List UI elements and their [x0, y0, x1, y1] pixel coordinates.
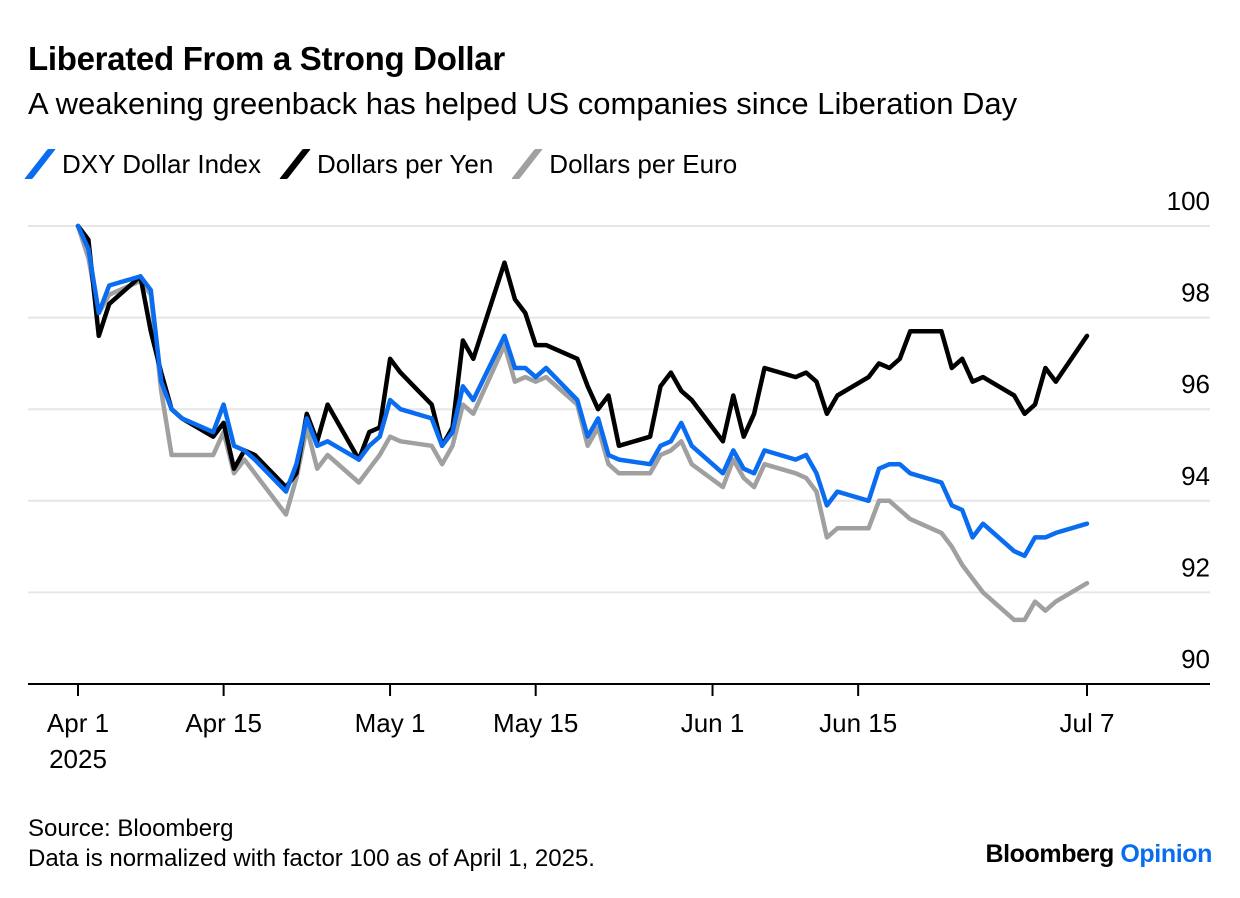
brand-logo: Bloomberg Opinion: [985, 840, 1212, 869]
chart-subtitle: A weakening greenback has helped US comp…: [28, 86, 1018, 121]
source-note: Source: Bloomberg: [28, 815, 234, 842]
x-tick-label: Jul 7: [1060, 708, 1115, 738]
x-tick-sublabel: 2025: [49, 744, 107, 774]
normalization-note: Data is normalized with factor 100 as of…: [28, 845, 595, 872]
brand-suffix: Opinion: [1120, 840, 1212, 868]
legend-item-euro: Dollars per Euro: [511, 148, 738, 180]
legend-label-euro: Dollars per Euro: [549, 148, 738, 179]
y-tick-label: 90: [1181, 644, 1210, 674]
y-tick-label: 92: [1181, 552, 1210, 582]
x-tick-label: Apr 1: [47, 708, 109, 738]
x-tick-label: Jun 1: [681, 708, 745, 738]
y-tick-label: 96: [1181, 369, 1210, 399]
series-line-dxy: [75, 223, 1090, 559]
series-line-yen: [75, 223, 1090, 490]
x-tick-label: May 1: [355, 708, 426, 738]
y-tick-label: 98: [1181, 278, 1210, 308]
y-tick-label: 94: [1181, 461, 1210, 491]
chart-title: Liberated From a Strong Dollar: [28, 40, 505, 77]
footer: Source: Bloomberg Data is normalized wit…: [28, 814, 595, 874]
x-tick-label: Apr 15: [185, 708, 262, 738]
legend-label-dxy: DXY Dollar Index: [62, 148, 261, 179]
legend-item-dxy: DXY Dollar Index: [24, 148, 261, 180]
legend-item-yen: Dollars per Yen: [279, 148, 494, 180]
x-tick-label: May 15: [493, 708, 578, 738]
brand-name: Bloomberg: [985, 840, 1114, 868]
legend: DXY Dollar Index Dollars per Yen Dollars…: [24, 146, 759, 182]
legend-label-yen: Dollars per Yen: [316, 148, 494, 179]
y-tick-label: 100: [1167, 186, 1210, 216]
x-tick-label: Jun 15: [819, 708, 897, 738]
